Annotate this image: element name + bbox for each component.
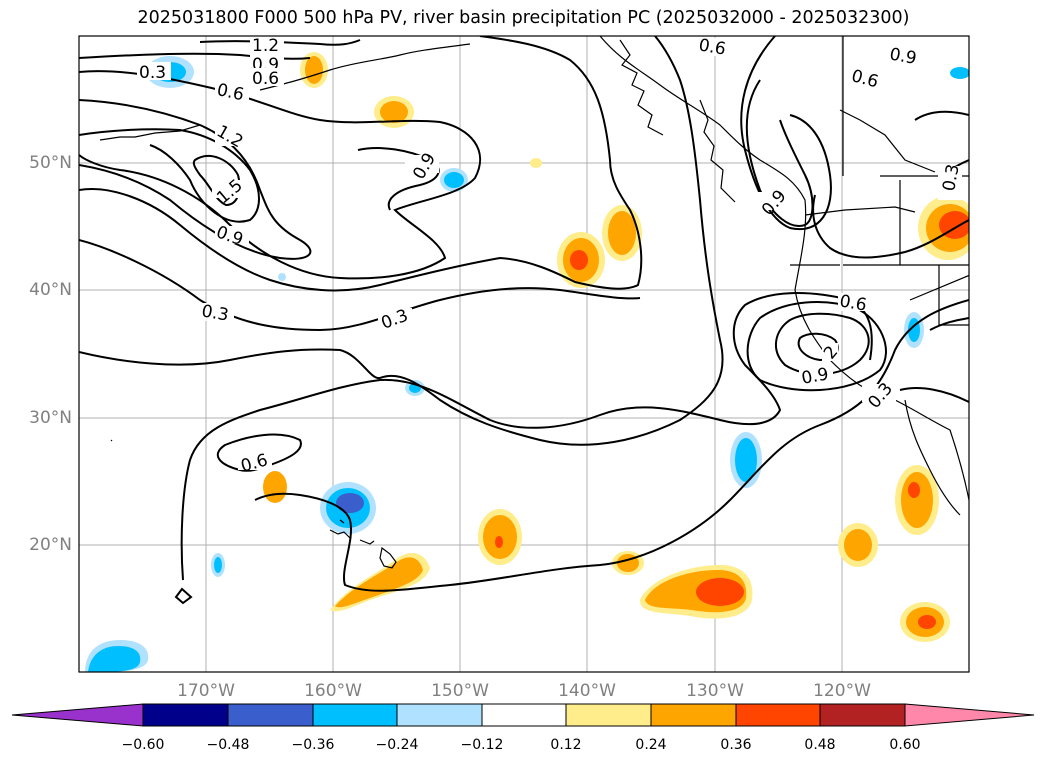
colorbar-tick: 0.24 — [635, 737, 667, 753]
colorbar-bin — [819, 703, 906, 727]
lat-label: 30°N — [29, 408, 72, 428]
lat-label: 40°N — [29, 280, 72, 300]
colorbar-tick: 0.12 — [550, 737, 582, 753]
lon-label: 130°W — [686, 681, 744, 701]
colorbar-tick: 0.36 — [720, 737, 752, 753]
colorbar-bin — [481, 703, 567, 727]
colorbar-tick: −0.48 — [206, 737, 250, 753]
colorbar-tick: −0.12 — [460, 737, 504, 753]
lon-label: 140°W — [558, 681, 616, 701]
contour-label: 0.6 — [838, 291, 868, 315]
colorbar-tick: 0.48 — [804, 737, 836, 753]
lat-label: 20°N — [29, 535, 72, 555]
colorbar-extend-high — [904, 703, 1035, 727]
map-frame — [78, 35, 970, 673]
contour-label: 1.2 — [252, 36, 279, 56]
colorbar-tick: −0.36 — [291, 737, 335, 753]
colorbar — [11, 703, 1035, 727]
contour-label: 0.6 — [697, 35, 727, 59]
colorbar-tick: −0.60 — [121, 737, 165, 753]
lat-label: 50°N — [29, 153, 72, 173]
colorbar-extend-low — [11, 703, 144, 727]
colorbar-bin — [227, 703, 314, 727]
map-title: 2025031800 F000 500 hPa PV, river basin … — [137, 8, 910, 28]
colorbar-bin — [142, 703, 229, 727]
lon-label: 150°W — [431, 681, 489, 701]
colorbar-bin — [650, 703, 737, 727]
colorbar-bin — [735, 703, 821, 727]
gridlines — [79, 36, 969, 672]
contour-label: 0.9 — [800, 364, 830, 388]
colorbar-bin — [312, 703, 398, 727]
lon-label: 120°W — [813, 681, 871, 701]
contour-label: 0.6 — [252, 69, 279, 89]
lon-label: 160°W — [304, 681, 362, 701]
contour-label: 0.3 — [139, 63, 166, 83]
contour-label: 0.3 — [939, 163, 963, 193]
contour-label: 0.9 — [888, 45, 918, 69]
lon-label: 170°W — [177, 681, 235, 701]
colorbar-tick: −0.24 — [375, 737, 419, 753]
colorbar-bin — [565, 703, 652, 727]
contour-label: 0.3 — [200, 301, 230, 325]
colorbar-bin — [396, 703, 483, 727]
precipitation-shading — [85, 52, 969, 672]
colorbar-tick: 0.60 — [889, 737, 921, 753]
contour-labels: 1.2 0.9 0.6 0.3 0.6 1.2 1.5 0.9 0.9 0.3 … — [137, 35, 964, 477]
